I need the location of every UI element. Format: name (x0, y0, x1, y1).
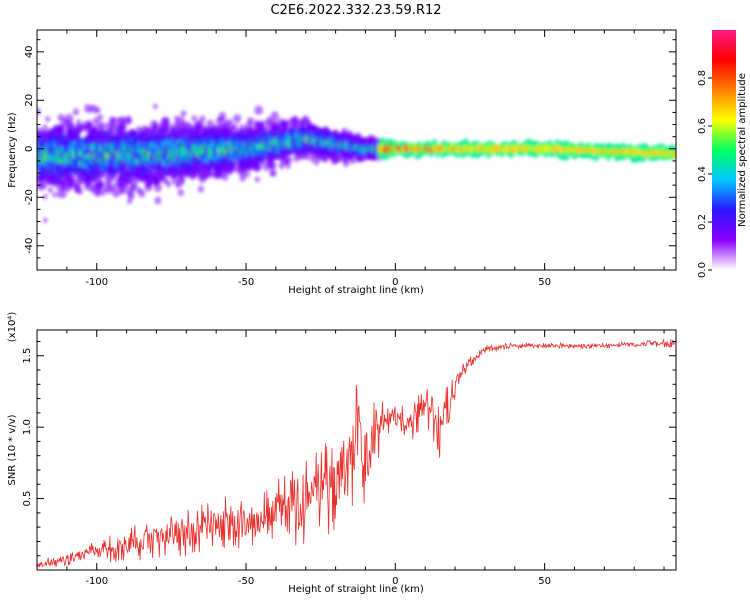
heatmap-cell (177, 189, 184, 196)
heatmap-cell (60, 128, 65, 134)
heatmap-cell (247, 117, 255, 125)
heatmap-cell (221, 173, 229, 181)
heatmap-cell (166, 181, 172, 188)
heatmap-cell (233, 114, 242, 124)
heatmap-cell (255, 161, 263, 170)
heatmap-cell (127, 191, 135, 200)
heatmap-cell (124, 115, 133, 125)
heatmap-cell (64, 113, 74, 124)
heatmap-cell (265, 124, 272, 132)
heatmap-cell (661, 143, 666, 149)
heatmap-cell (98, 186, 107, 196)
heatmap-cell (286, 156, 293, 164)
heatmap-cell (119, 122, 127, 131)
heatmap-cell (293, 155, 300, 163)
heatmap-cell (243, 169, 251, 178)
heatmap-cell (554, 139, 560, 146)
heatmap-cell (642, 156, 647, 162)
heatmap-cell (270, 169, 277, 177)
heatmap-cell (112, 188, 121, 198)
heatmap-cell (270, 111, 279, 121)
heatmap-cell (98, 180, 105, 189)
heatmap-cell (304, 153, 310, 160)
heatmap-cell (614, 155, 621, 162)
heatmap-cell (548, 139, 553, 145)
heatmap-cell (120, 183, 129, 194)
heatmap-cell (40, 180, 48, 190)
heatmap-cell (191, 115, 197, 122)
heatmap-cell (61, 191, 67, 199)
heatmap-cell (672, 146, 676, 153)
spectrogram-frame (36, 29, 677, 271)
heatmap-cell (37, 107, 41, 116)
heatmap-cell (259, 120, 266, 127)
heatmap-cell (52, 192, 57, 198)
heatmap-cells (37, 103, 676, 223)
heatmap-cell (230, 123, 239, 132)
heatmap-cell (47, 187, 54, 193)
heatmap-cell (589, 154, 595, 160)
heatmap-cell (100, 124, 106, 130)
heatmap-cell (45, 116, 51, 122)
heatmap-cell (197, 185, 204, 193)
heatmap-cell (163, 120, 172, 129)
heatmap-blobs (37, 103, 676, 223)
heatmap-cell (97, 114, 103, 121)
heatmap-cell (42, 124, 48, 130)
heatmap-cell (199, 115, 206, 123)
heatmap-cell (56, 191, 63, 198)
heatmap-cell (68, 122, 76, 130)
heatmap-cell (285, 163, 291, 169)
heatmap-cell (178, 175, 186, 183)
heatmap-cell (267, 160, 277, 170)
heatmap-cell (254, 105, 263, 115)
heatmap-cell (94, 106, 101, 114)
heatmap-cell (77, 188, 83, 195)
heatmap-cell (260, 158, 266, 164)
heatmap-cell (206, 119, 214, 128)
heatmap-cell (76, 119, 82, 125)
heatmap-cell (138, 189, 146, 198)
heatmap-cell (154, 196, 162, 205)
heatmap-cell (109, 116, 118, 126)
figure-title: C2E6.2022.332.23.59.R12 (270, 3, 441, 18)
heatmap-cell (227, 119, 234, 125)
heatmap-cell (92, 117, 100, 125)
heatmap-cell (475, 152, 481, 159)
heatmap-cell (153, 183, 162, 193)
heatmap-cell (72, 108, 80, 116)
heatmap-cell (218, 111, 227, 121)
heatmap-cell (254, 176, 260, 183)
heatmap-cell (42, 217, 48, 223)
heatmap-cell (349, 156, 357, 165)
heatmap-cell (152, 103, 158, 110)
heatmap-cell (42, 194, 48, 200)
heatmap-cell (672, 151, 676, 158)
heatmap-cell (180, 110, 187, 117)
